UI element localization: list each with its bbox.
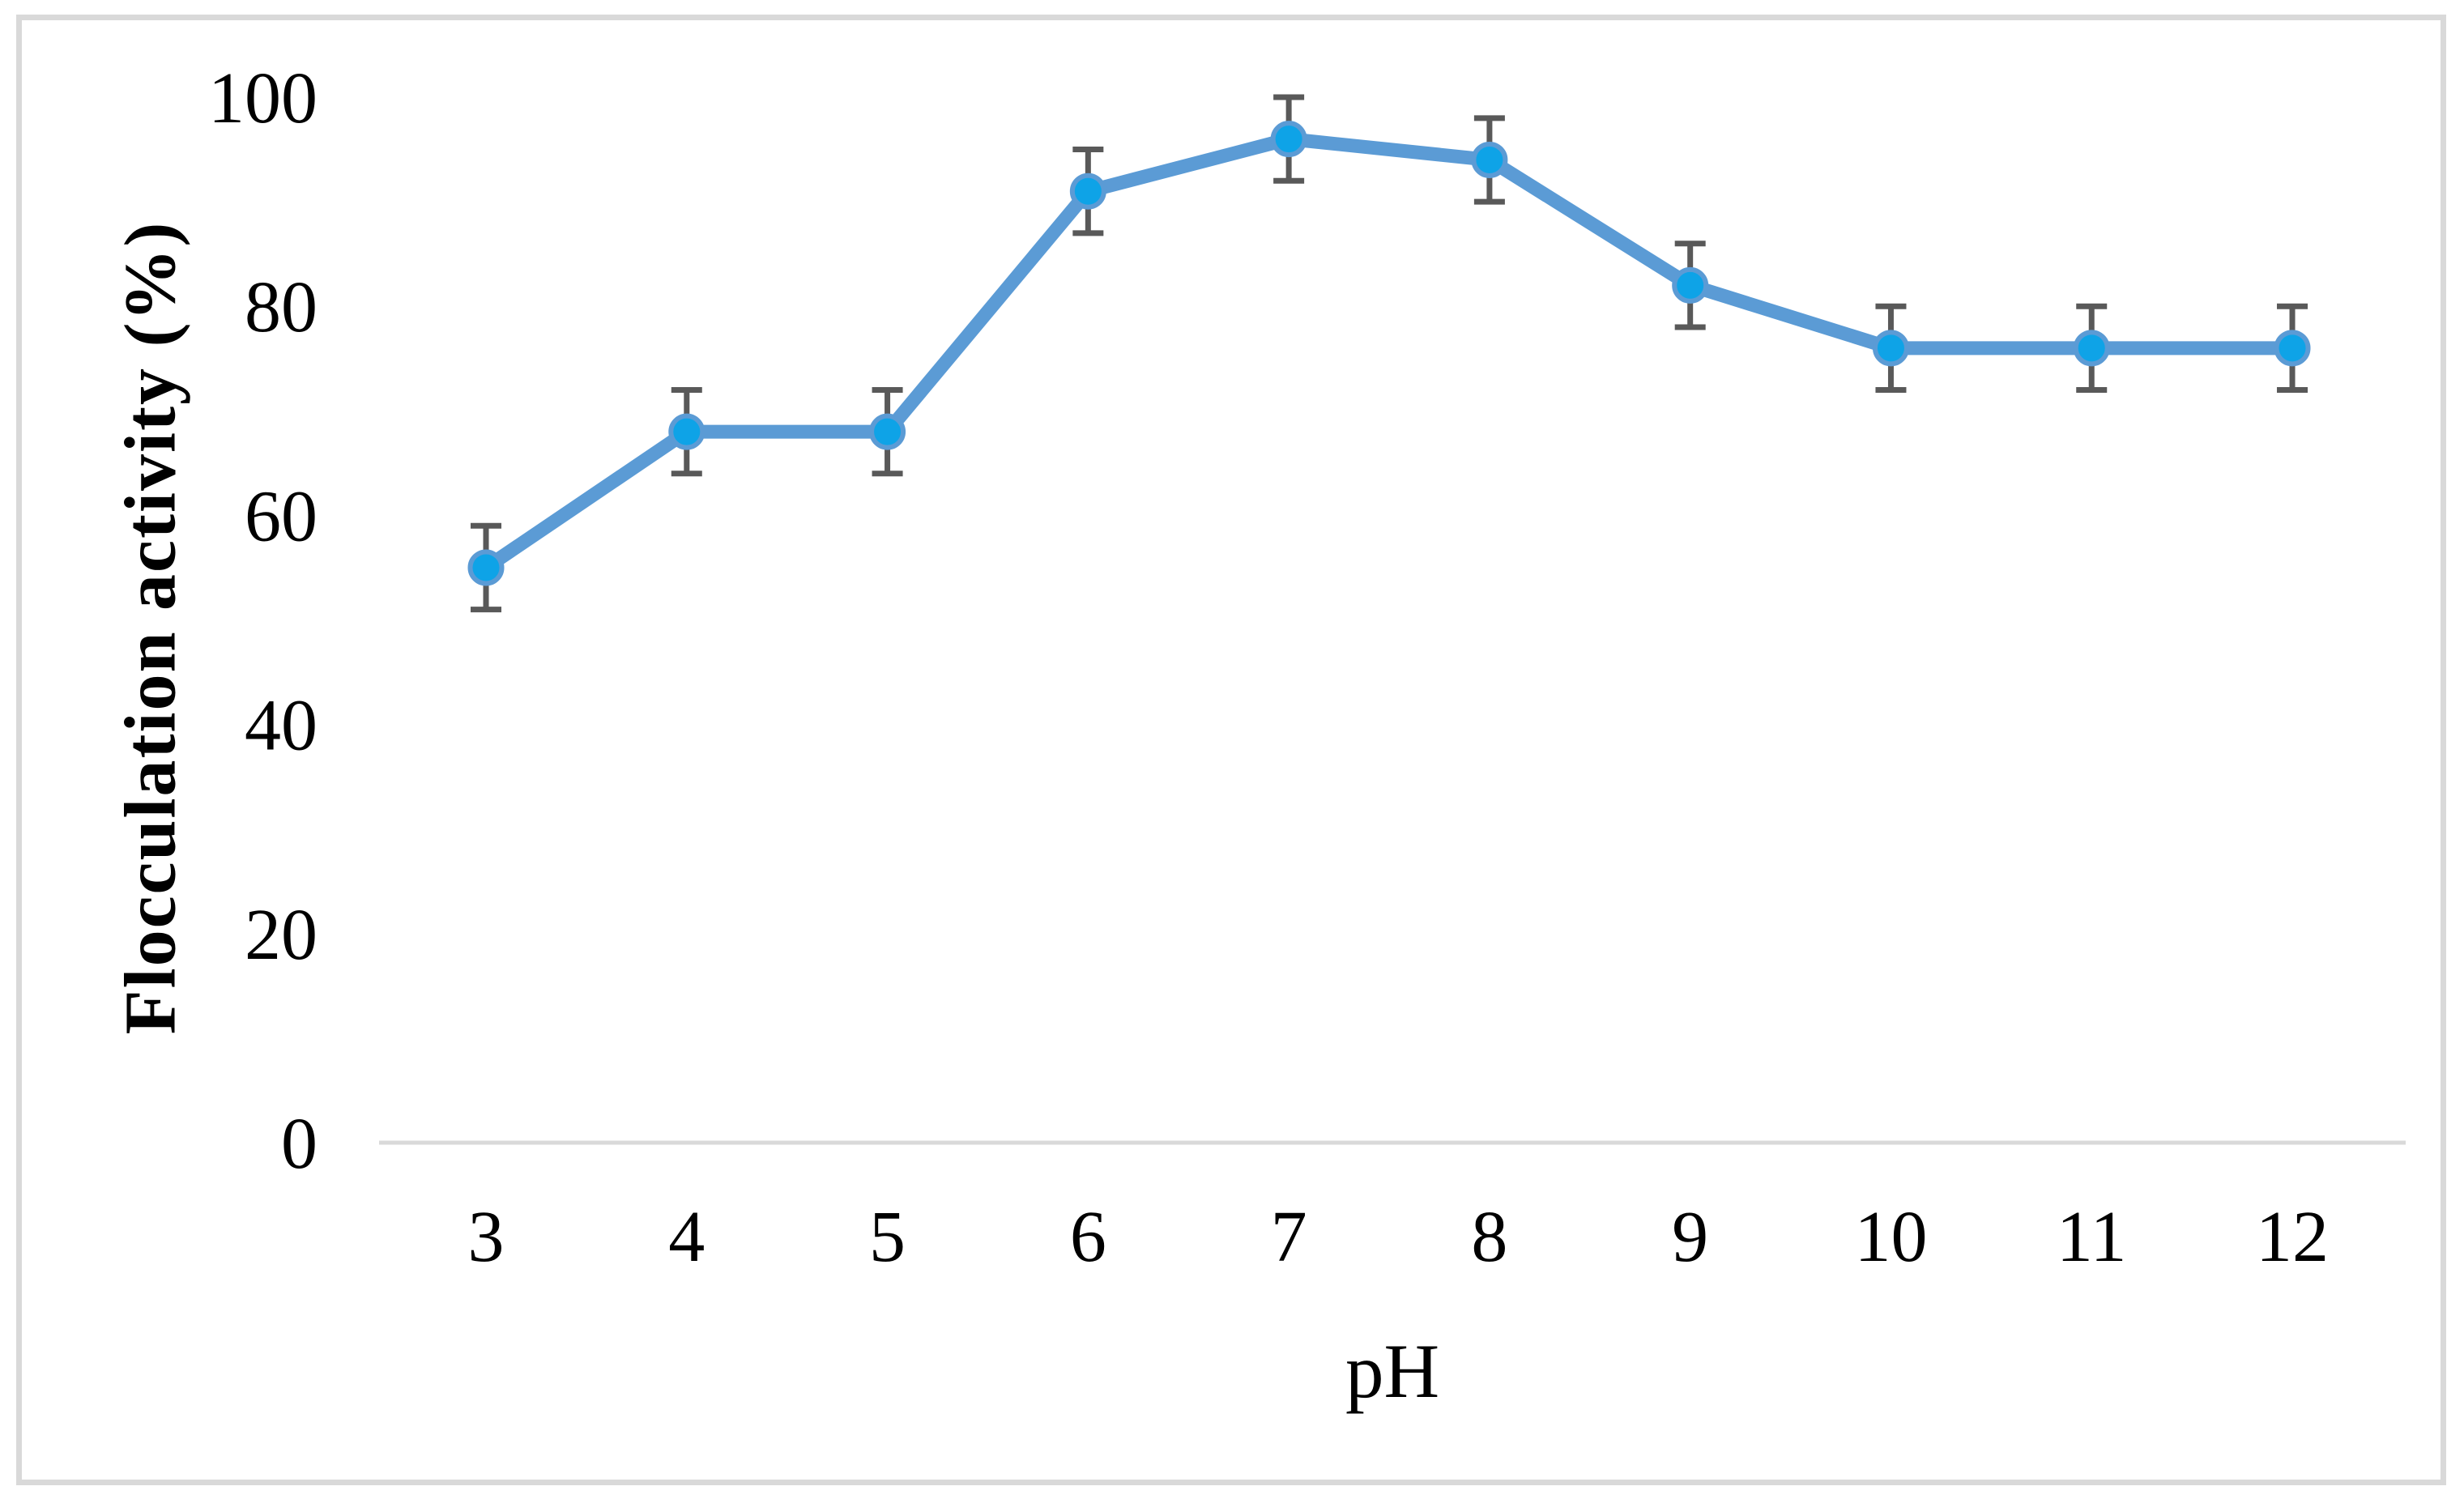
x-axis-title: pH — [1345, 1328, 1440, 1414]
data-line — [479, 132, 2300, 575]
y-tick-label: 60 — [245, 476, 318, 556]
data-point-marker — [869, 413, 906, 450]
data-point-marker — [2073, 330, 2110, 367]
x-tick-label: 10 — [1854, 1197, 1927, 1277]
y-tick-label: 20 — [245, 895, 318, 975]
y-tick-label: 0 — [281, 1104, 318, 1184]
data-point-marker — [1471, 141, 1508, 178]
y-tick-label: 40 — [245, 686, 318, 766]
x-tick-label: 4 — [668, 1197, 705, 1277]
y-tick-label: 100 — [208, 58, 318, 138]
y-axis-title: Flocculation activity (%) — [110, 220, 191, 1035]
x-tick-label: 8 — [1471, 1197, 1507, 1277]
data-point-marker — [1270, 121, 1307, 158]
data-point-marker — [1069, 172, 1106, 210]
x-tick-label: 11 — [2057, 1197, 2127, 1277]
data-point-marker — [1672, 266, 1709, 304]
y-tick-label: 80 — [245, 267, 318, 347]
x-tick-label: 9 — [1672, 1197, 1708, 1277]
data-point-marker — [2274, 330, 2311, 367]
data-point-marker — [668, 413, 706, 450]
x-tick-label: 12 — [2256, 1197, 2329, 1277]
x-tick-label: 7 — [1271, 1197, 1307, 1277]
data-point-marker — [467, 549, 505, 586]
x-tick-label: 5 — [869, 1197, 906, 1277]
x-tick-label: 3 — [468, 1197, 505, 1277]
x-tick-label: 6 — [1070, 1197, 1106, 1277]
data-point-marker — [1872, 330, 1909, 367]
